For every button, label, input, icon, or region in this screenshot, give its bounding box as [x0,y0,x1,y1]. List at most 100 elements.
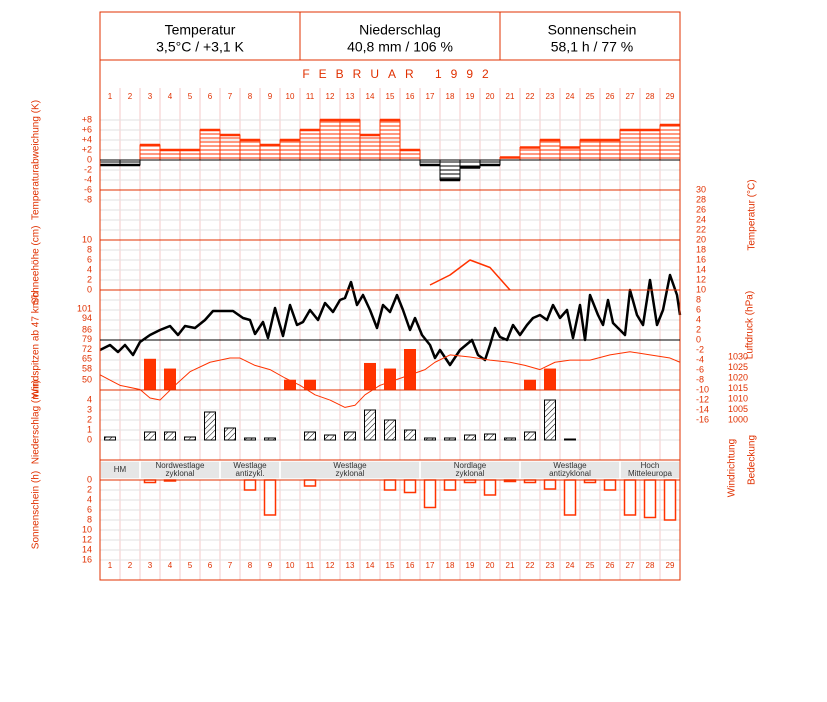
y-tick-label: 10 [82,234,92,244]
header-value: 40,8 mm / 106 % [347,39,453,55]
bar [399,149,421,161]
y-tick-label: 30 [696,184,706,194]
weather-type-label: Mitteleuropa [628,469,673,478]
day-label: 28 [646,561,655,570]
y-tick-label: -16 [696,414,709,424]
axis-title: Sonnenschein (h) [31,471,42,549]
y-tick-label: 72 [82,344,92,354]
y-tick-label: 24 [696,214,706,224]
weather-type-label: Nordwestlage [156,461,205,470]
y-tick-label: 101 [77,303,92,313]
day-label: 7 [228,92,233,101]
y-tick-label: 12 [82,534,92,544]
day-label: 14 [366,92,375,101]
bar [443,479,457,491]
outer-frame [99,11,681,581]
bar [239,139,261,161]
day-label: 4 [168,92,173,101]
day-label: 29 [666,561,675,570]
y-tick-label: 4 [87,264,92,274]
y-tick-label: 1030 [728,351,748,361]
day-label: 15 [386,92,395,101]
line [99,273,682,367]
day-label: 27 [626,561,635,570]
bar [524,431,536,441]
bar [279,139,301,161]
bar [603,479,617,491]
y-tick-label: 1000 [728,414,748,424]
y-tick-label: 4 [87,494,92,504]
bar [224,427,236,441]
day-label: 20 [486,561,495,570]
y-tick-label: 1025 [728,362,748,372]
y-tick-label: -4 [84,174,92,184]
day-label: 14 [366,561,375,570]
y-tick-label: 8 [87,244,92,254]
y-tick-label: 1005 [728,404,748,414]
bar [359,134,381,161]
day-label: 9 [268,561,273,570]
bar [384,368,396,391]
bar [219,134,241,161]
row-label: Windrichtung [727,439,738,497]
y-tick-label: 4 [696,314,701,324]
bar [639,129,661,161]
bar [539,139,561,161]
weather-type-label: zyklonal [456,469,485,478]
bar [439,159,461,181]
day-label: 9 [268,92,273,101]
y-tick-label: 0 [87,474,92,484]
bar [303,479,317,487]
bar [104,436,116,441]
weather-type-label: Nordlage [454,461,487,470]
bar [324,434,336,441]
weather-type-label: zyklonal [336,469,365,478]
axis-title: Windspitzen ab 47 km/h [31,292,42,399]
bar [544,368,556,391]
bar [304,379,316,391]
bar [383,479,397,491]
bar [339,119,361,161]
header-title: Niederschlag [359,22,441,38]
weather-row [100,461,680,479]
bar [564,438,576,441]
bar [579,139,601,161]
day-label: 3 [148,561,153,570]
y-tick-label: -8 [84,194,92,204]
day-label: 24 [566,561,575,570]
day-label: 26 [606,92,615,101]
day-label: 16 [406,561,415,570]
bar [179,149,201,161]
y-tick-label: 14 [82,544,92,554]
day-label: 27 [626,92,635,101]
bar [444,437,456,441]
weather-type-label: antizykl. [236,469,265,478]
axis-title: Schneehöhe (cm) [31,226,42,305]
bar [544,399,556,441]
y-tick-label: 18 [696,244,706,254]
y-tick-label: -6 [696,364,704,374]
y-tick-label: 1015 [728,383,748,393]
bar [524,379,536,391]
day-label: 5 [188,92,193,101]
day-label: 13 [346,561,355,570]
y-tick-label: 22 [696,224,706,234]
bar [599,139,621,161]
day-label: 18 [446,92,455,101]
day-label: 6 [208,92,213,101]
bar [244,437,256,441]
y-tick-label: -2 [84,164,92,174]
bar [364,362,376,391]
y-tick-label: 16 [82,554,92,564]
weather-type-label: Westlage [553,461,587,470]
day-label: 18 [446,561,455,570]
y-tick-label: 2 [87,414,92,424]
weather-type-label: HM [114,465,127,474]
bar [404,429,416,441]
day-label: 10 [286,92,295,101]
day-label: 6 [208,561,213,570]
day-label: 12 [326,92,335,101]
bar [563,479,577,516]
y-tick-label: 0 [87,154,92,164]
bar [364,409,376,441]
